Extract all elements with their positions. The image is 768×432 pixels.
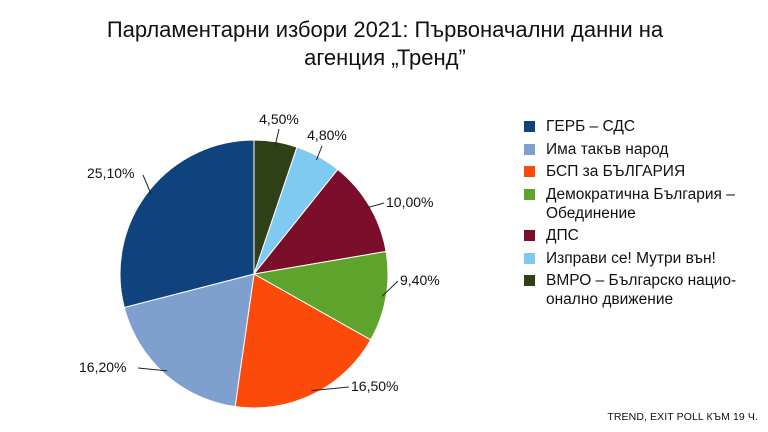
leader-line (315, 145, 323, 161)
data-label: 4,50% (259, 111, 299, 127)
legend-label: ДПС (546, 227, 579, 244)
pie-slice (123, 273, 255, 408)
legend-label: БСП за БЪЛГАРИЯ (546, 163, 686, 180)
leader-line (137, 367, 168, 372)
legend-swatch (524, 188, 535, 200)
legend-item: ВМРО – Българско нацио-онално движение (524, 271, 759, 309)
legend-label: онално движение (546, 291, 674, 308)
leader-line (142, 174, 152, 195)
chart-legend: ГЕРБ – СДС Има такъв народ БСП за БЪЛГАРИЯ… (524, 117, 759, 313)
legend-label: Обединение (546, 204, 636, 222)
source-note: TREND, EXIT POLL КЪМ 19 Ч. (607, 411, 758, 423)
data-label: 25,10% (87, 165, 134, 181)
legend-label: ВМРО – Българско нацио- (546, 272, 737, 289)
legend-label: Има такъв народ (546, 140, 669, 158)
leader-line (311, 386, 350, 392)
legend-swatch (524, 275, 535, 286)
leader-line (274, 128, 280, 146)
data-label: 16,50% (351, 378, 398, 394)
data-label: 10,00% (386, 194, 433, 210)
pie-slice (252, 250, 389, 341)
data-label: 16,20% (79, 359, 126, 375)
legend-item: Изправи се! Мутри вън! (524, 249, 759, 268)
pie-slice (119, 139, 255, 309)
legend-item: БСП за БЪЛГАРИЯ (524, 162, 759, 181)
legend-swatch (524, 143, 535, 155)
pie-slice (252, 168, 387, 275)
legend-swatch (524, 230, 535, 241)
data-label: 9,40% (400, 272, 440, 288)
legend-label: Изправи се! Мутри вън! (546, 249, 716, 267)
leader-line (381, 280, 399, 297)
legend-swatch (524, 121, 535, 132)
chart-title-line-1: Парламентарни избори 2021: Първоначални … (106, 17, 664, 42)
legend-swatch (524, 166, 535, 177)
chart-title-line-2: агенция „Тренд” (304, 45, 466, 70)
legend-item: Има такъв народ (524, 140, 759, 159)
chart-title: Парламентарни избори 2021: Първоначални … (60, 16, 710, 72)
data-label: 4,80% (307, 127, 347, 143)
legend-item: ГЕРБ – СДС (524, 117, 759, 136)
legend-item: ДПС (524, 226, 759, 245)
pie-slice (234, 273, 372, 409)
legend-swatch (524, 252, 535, 264)
legend-label: Демократична България – (546, 185, 735, 203)
legend-label: ГЕРБ – СДС (546, 118, 636, 135)
legend-item: Демократична България – Обединение (524, 185, 759, 223)
leader-line (365, 202, 385, 209)
